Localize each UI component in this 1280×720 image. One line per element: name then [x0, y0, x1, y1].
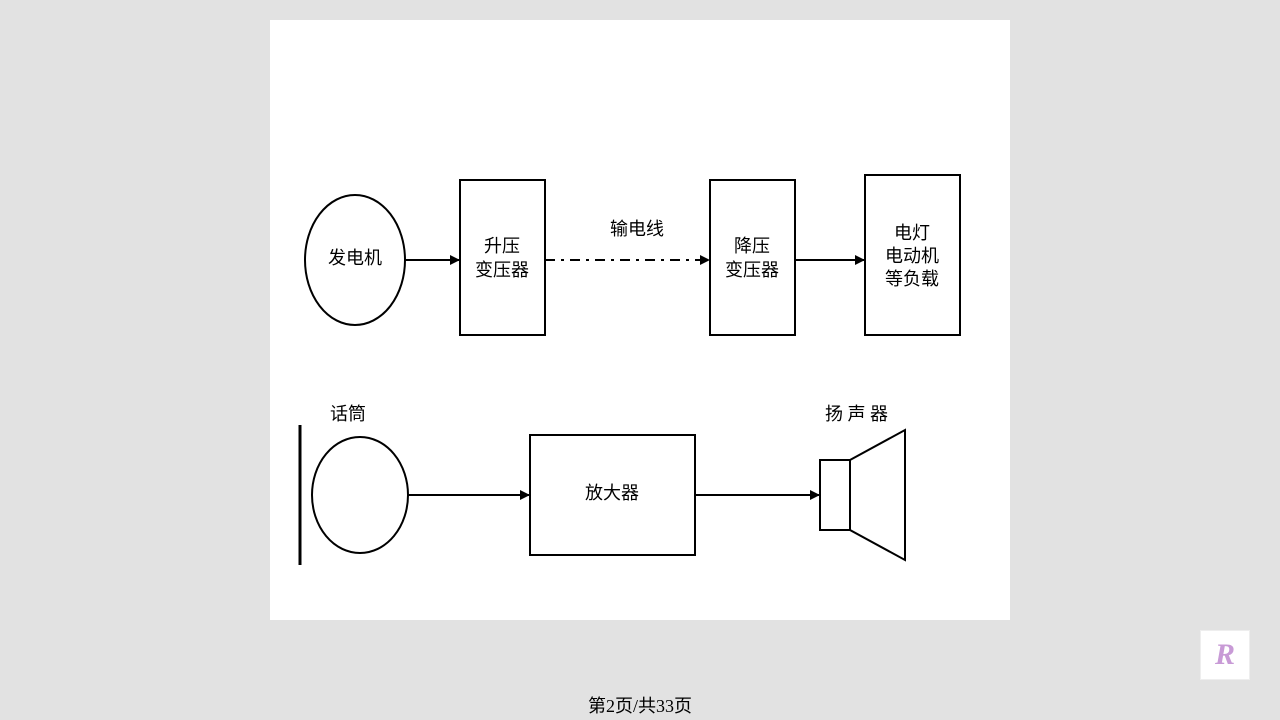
label-stepup-2: 变压器	[475, 260, 529, 280]
label-load-3: 等负载	[885, 269, 939, 289]
speaker-horn	[850, 430, 905, 560]
page-number: 第2页/共33页	[0, 692, 1280, 718]
label-amplifier: 放大器	[585, 483, 639, 503]
label-microphone: 话筒	[330, 404, 366, 424]
watermark-logo: R	[1200, 630, 1250, 680]
diagram-svg: 发电机 升压 变压器 输电线 降压 变压器 电灯 电动机 等负载 话筒 放大器 …	[270, 20, 1010, 620]
node-microphone	[312, 437, 408, 553]
label-generator: 发电机	[328, 248, 382, 268]
node-stepup	[460, 180, 545, 335]
label-speaker: 扬 声 器	[825, 404, 888, 424]
label-load-2: 电动机	[885, 246, 939, 266]
node-stepdown	[710, 180, 795, 335]
speaker-body	[820, 460, 850, 530]
label-load-1: 电灯	[894, 223, 930, 243]
label-stepup-1: 升压	[484, 236, 520, 256]
diagram-canvas: 发电机 升压 变压器 输电线 降压 变压器 电灯 电动机 等负载 话筒 放大器 …	[270, 20, 1010, 620]
label-stepdown-1: 降压	[734, 236, 770, 256]
label-stepdown-2: 变压器	[725, 260, 779, 280]
label-transmission-line: 输电线	[610, 219, 664, 239]
